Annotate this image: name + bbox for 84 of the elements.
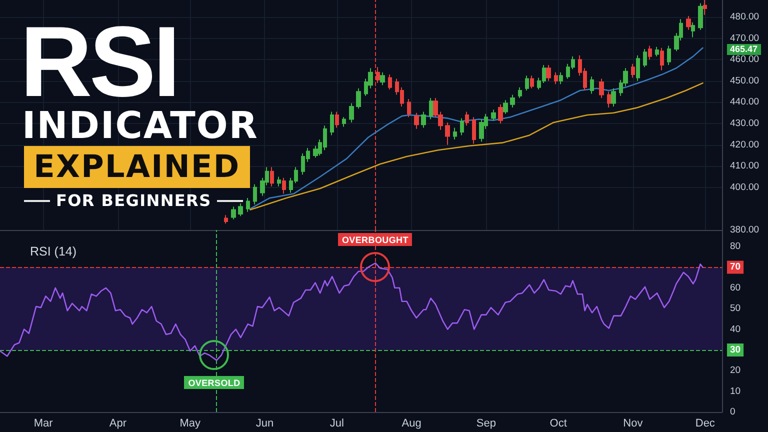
x-tick-label: May	[180, 418, 202, 430]
chart-title: RSI INDICATOR EXPLAINED	[20, 6, 258, 184]
candlestick	[667, 45, 671, 66]
candlestick	[703, 0, 707, 16]
x-tick-label: Dec	[695, 418, 716, 430]
candlestick	[330, 111, 334, 136]
candlestick	[607, 91, 611, 108]
y-tick-label: 0	[730, 406, 736, 418]
candlestick	[599, 78, 604, 98]
x-tick-label: Sep	[476, 418, 496, 430]
y-tick-label: 430.00	[730, 118, 760, 130]
candlestick	[559, 72, 563, 85]
candlestick	[270, 166, 274, 187]
candlestick	[282, 177, 286, 194]
candlestick	[246, 198, 250, 212]
candlestick	[691, 22, 695, 38]
x-tick-label: Nov	[623, 418, 644, 430]
y-tick-label: 450.00	[730, 75, 760, 86]
candlestick	[510, 94, 515, 108]
y-tick-label: 10	[730, 386, 741, 397]
candlestick	[238, 202, 243, 217]
x-tick-label: Jun	[256, 418, 274, 430]
annotation: OVERSOLD	[184, 376, 244, 390]
candlestick	[643, 48, 647, 68]
x-tick-label: Jul	[330, 418, 344, 430]
y-tick-label: 80	[730, 241, 741, 252]
y-tick-label: 410.00	[730, 160, 760, 172]
y-tick-label: 50	[730, 303, 741, 314]
candlestick	[342, 116, 346, 128]
candlestick	[648, 45, 652, 60]
candlestick	[429, 97, 433, 120]
y-tick-label: 460.00	[730, 54, 760, 66]
candlestick	[525, 75, 529, 92]
candlestick	[465, 111, 469, 126]
candlestick	[611, 88, 616, 107]
candlestick	[631, 63, 635, 78]
candlestick	[453, 127, 457, 140]
candlestick	[590, 76, 594, 94]
candlestick	[231, 206, 236, 220]
candlestick	[636, 54, 640, 82]
candlestick	[277, 176, 281, 187]
candlestick	[335, 111, 339, 128]
candlestick	[698, 2, 703, 30]
candlestick	[356, 88, 361, 110]
candlestick	[414, 112, 419, 130]
candlestick	[224, 214, 228, 224]
candlestick	[546, 64, 551, 82]
candlestick	[380, 72, 385, 86]
text: 465.47	[727, 44, 761, 54]
candlestick	[460, 118, 464, 136]
candlestick	[686, 15, 691, 30]
text: RSI (14)	[30, 244, 77, 258]
y-tick-label: 470.00	[730, 32, 760, 44]
y-tick-label: 480.00	[730, 12, 760, 23]
candlestick	[530, 75, 534, 89]
candlestick	[554, 72, 558, 85]
x-tick-label: Mar	[34, 418, 54, 430]
ref-line-label: 70	[730, 262, 741, 273]
y-tick-label: 420.00	[730, 139, 760, 150]
candlestick	[491, 109, 496, 121]
ref-line-label: 30	[730, 344, 741, 356]
candlestick	[421, 111, 426, 128]
y-tick-label: 440.00	[730, 96, 760, 108]
x-tick-label: Aug	[402, 418, 422, 430]
x-tick-label: Oct	[550, 418, 567, 430]
candlestick	[349, 102, 354, 123]
x-tick-label: Apr	[109, 418, 127, 430]
candlestick	[518, 86, 522, 98]
candlestick	[660, 47, 664, 71]
y-tick-label: 380.00	[730, 224, 760, 236]
candlestick	[472, 116, 476, 144]
candlestick	[407, 98, 411, 118]
candlestick	[503, 100, 508, 114]
candlestick	[253, 184, 257, 205]
y-tick-label: 40	[730, 324, 741, 335]
y-tick-label: 400.00	[730, 182, 760, 193]
candlestick	[445, 122, 450, 146]
annotation: OVERBOUGHT	[338, 233, 412, 246]
text: FOR BEGINNERS	[56, 191, 212, 210]
candlestick	[655, 46, 659, 57]
y-tick-label: 20	[730, 365, 741, 376]
y-tick-label: 60	[730, 282, 741, 294]
candlestick	[498, 104, 503, 124]
candlestick	[388, 74, 392, 90]
